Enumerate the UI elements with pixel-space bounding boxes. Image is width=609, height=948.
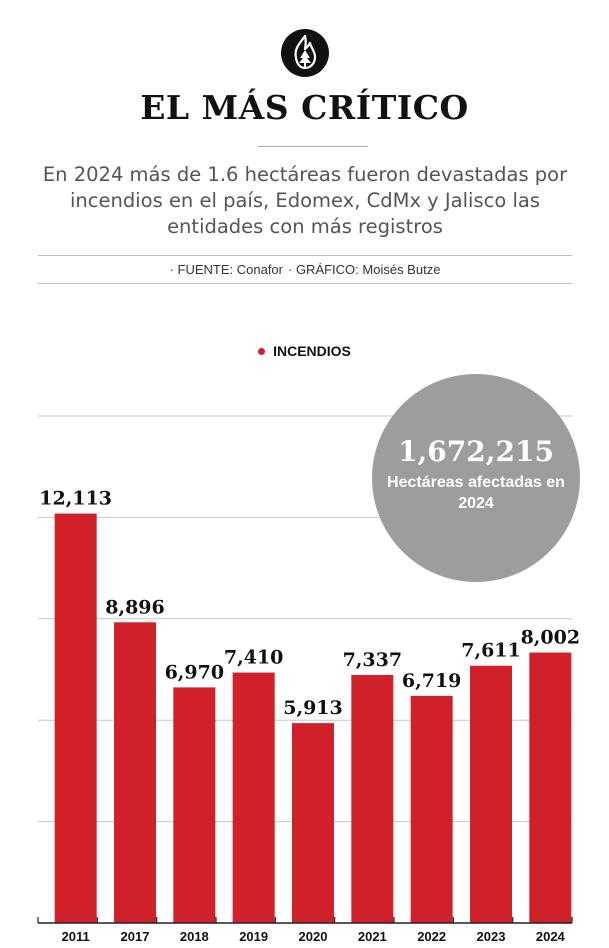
x-tick-label: 2020 (299, 929, 328, 944)
data-label: 7,611 (461, 640, 521, 662)
bar (173, 687, 216, 923)
bar (470, 665, 512, 923)
page-title: EL MÁS CRÍTICO (140, 88, 469, 127)
data-label: 7,337 (343, 649, 403, 671)
callout-value: 1,672,215 (398, 435, 554, 468)
graphic-credit: · GRÁFICO: Moisés Butze (288, 262, 441, 277)
data-label: 12,113 (39, 488, 112, 510)
data-label: 7,410 (224, 647, 284, 669)
x-tick-label: 2011 (62, 929, 90, 944)
page-subtitle: En 2024 más de 1.6 hectáreas fueron deva… (42, 163, 568, 238)
bar (292, 723, 334, 923)
legend-dot (258, 347, 266, 355)
data-label: 6,970 (165, 661, 225, 683)
credits-bar: · FUENTE: Conafor · GRÁFICO: Moisés Butz… (38, 255, 572, 284)
bar (410, 695, 453, 923)
legend-label: INCENDIOS (273, 343, 351, 359)
chart-legend: INCENDIOS (0, 343, 609, 359)
bar (351, 675, 394, 923)
bar (114, 622, 156, 923)
bar (232, 672, 275, 923)
x-tick-label: 2023 (477, 929, 506, 944)
total-hectares-callout: 1,672,215 Hectáreas afectadas en 2024 (372, 374, 580, 582)
x-tick-label: 2019 (239, 929, 268, 944)
bar (54, 513, 97, 923)
title-divider (258, 146, 368, 147)
data-label: 8,002 (521, 627, 581, 649)
callout-label: Hectáreas afectadas en 2024 (387, 474, 565, 512)
x-tick-label: 2022 (417, 929, 446, 944)
x-tick-label: 2017 (121, 929, 150, 944)
x-tick-label: 2018 (180, 929, 209, 944)
data-label: 5,913 (283, 697, 343, 719)
x-tick-label: 2021 (358, 929, 387, 944)
x-tick-label: 2024 (536, 929, 566, 944)
data-label: 8,896 (105, 596, 165, 618)
bar (529, 652, 572, 923)
data-label: 6,719 (402, 670, 462, 692)
source-credit: · FUENTE: Conafor (169, 262, 283, 277)
flame-tree-icon (281, 29, 329, 77)
